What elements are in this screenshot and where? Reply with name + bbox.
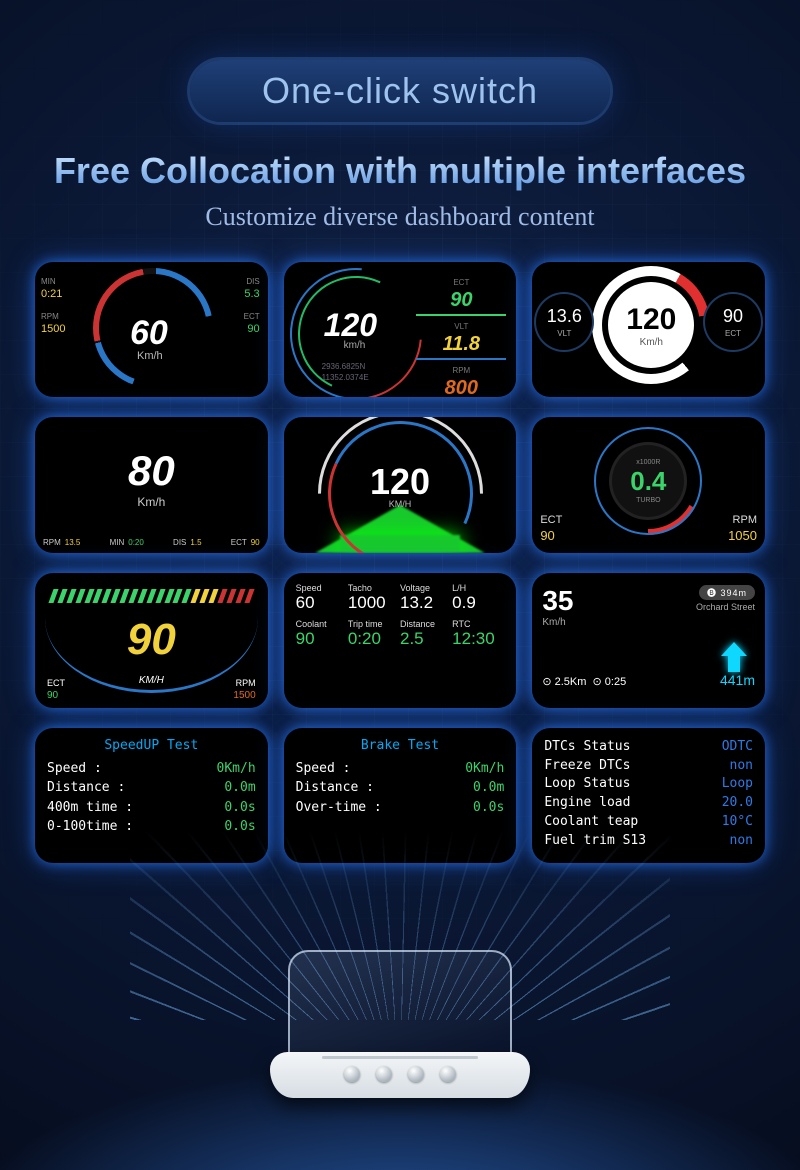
dashboard-panel-9: 35 Km/h 🅑 394m Orchard Street ⊙ 2.5Km ⊙ … — [532, 573, 765, 708]
nav-dest: 🅑 394m Orchard Street — [696, 585, 755, 612]
rpm-value: 1500 — [41, 323, 65, 335]
ect-readout: ECT90 — [47, 678, 65, 702]
device-button[interactable] — [344, 1066, 360, 1082]
gps-readout: 2936.6825N11352.0374E — [322, 362, 369, 383]
device-button[interactable] — [376, 1066, 392, 1082]
turbo-value: 0.4 — [630, 466, 666, 497]
dashboard-grid: 60 Km/h MIN0:21 RPM1500 DIS5.3 ECT90 120… — [35, 262, 765, 863]
rpm-value: 800 — [416, 375, 506, 397]
ect-readout: 90 ECT — [705, 294, 761, 350]
dis-value: 5.3 — [244, 288, 259, 300]
dashboard-panel-8: Speed60Tacho1000Voltage13.2L/H0.9Coolant… — [284, 573, 517, 708]
dashboard-panel-11: Brake Test Speed :0Km/hDistance :0.0mOve… — [284, 728, 517, 863]
dashboard-panel-5: 120 KM/H — [284, 417, 517, 552]
header-subtitle: Customize diverse dashboard content — [35, 202, 765, 232]
device-button[interactable] — [440, 1066, 456, 1082]
speed-unit: Km/h — [35, 495, 268, 509]
ect-readout: ECT90 — [540, 513, 562, 544]
speed-value: 60 — [130, 314, 168, 353]
dashboard-panel-3: 120 Km/h 13.6 VLT 90 ECT — [532, 262, 765, 397]
speed-unit: Km/h — [137, 350, 163, 362]
speed-value: 120 — [324, 307, 377, 344]
right-readouts: DIS5.3 ECT90 — [210, 276, 260, 337]
rpm-readout: RPM1050 — [728, 513, 757, 544]
vlt-value: 11.8 — [416, 331, 506, 360]
dashboard-panel-4: 80 Km/h RPM13.5MIN0:20DIS1.5ECT90 — [35, 417, 268, 552]
speed-unit: Km/h — [640, 337, 663, 348]
speed-unit: km/h — [344, 340, 366, 351]
dashboard-panel-12: DTCs StatusODTCFreeze DTCsnonLoop Status… — [532, 728, 765, 863]
left-readouts: MIN0:21 RPM1500 — [41, 276, 91, 337]
min-value: 0:21 — [41, 288, 62, 300]
gauge-center: 120 Km/h — [608, 282, 694, 368]
text-rows: Speed :0Km/hDistance :0.0mOver-time :0.0… — [296, 759, 505, 818]
text-rows: DTCs StatusODTCFreeze DTCsnonLoop Status… — [544, 738, 753, 851]
dashboard-panel-7: 90 KM/H ECT90 RPM1500 — [35, 573, 268, 708]
speed-block: 35 Km/h — [542, 585, 573, 628]
nav-arrow-block: 441m — [720, 642, 755, 688]
header-badge: One-click switch — [190, 60, 610, 122]
speed-value: 35 — [542, 585, 573, 617]
nav-arrow-icon — [720, 642, 748, 672]
speed-value: 80 — [35, 447, 268, 495]
bottom-stats: RPM13.5MIN0:20DIS1.5ECT90 — [43, 538, 260, 547]
hud-device — [270, 950, 530, 1130]
vlt-readout: 13.6 VLT — [536, 294, 592, 350]
page: One-click switch Free Collocation with m… — [0, 0, 800, 863]
dashboard-panel-6: x1000R 0.4 TURBO ECT90 RPM1050 — [532, 417, 765, 552]
rpm-readout: RPM1500 — [233, 678, 255, 702]
device-button[interactable] — [408, 1066, 424, 1082]
right-readouts: ECT90 VLT11.8 RPM800 — [416, 278, 506, 397]
dashboard-panel-10: SpeedUP Test Speed :0Km/hDistance :0.0m4… — [35, 728, 268, 863]
nav-distance: 441m — [720, 672, 755, 688]
panel-title: SpeedUP Test — [47, 738, 256, 753]
panel-title: Brake Test — [296, 738, 505, 753]
ect-value: 90 — [247, 323, 259, 335]
speed-value: 90 — [35, 615, 268, 665]
device-buttons — [270, 1066, 530, 1082]
data-grid: Speed60Tacho1000Voltage13.2L/H0.9Coolant… — [296, 583, 505, 649]
ect-value: 90 — [416, 287, 506, 316]
speed-value: 120 — [626, 303, 676, 337]
text-rows: Speed :0Km/hDistance :0.0m400m time :0.0… — [47, 759, 256, 837]
header-title: Free Collocation with multiple interface… — [35, 150, 765, 192]
trip-info: ⊙ 2.5Km ⊙ 0:25 — [542, 675, 626, 688]
dashboard-panel-2: 120 km/h 2936.6825N11352.0374E ECT90 VLT… — [284, 262, 517, 397]
speed-unit: KM/H — [284, 499, 517, 509]
dashboard-panel-1: 60 Km/h MIN0:21 RPM1500 DIS5.3 ECT90 — [35, 262, 268, 397]
speed-value: 120 — [284, 461, 517, 503]
speed-unit: Km/h — [542, 617, 573, 628]
